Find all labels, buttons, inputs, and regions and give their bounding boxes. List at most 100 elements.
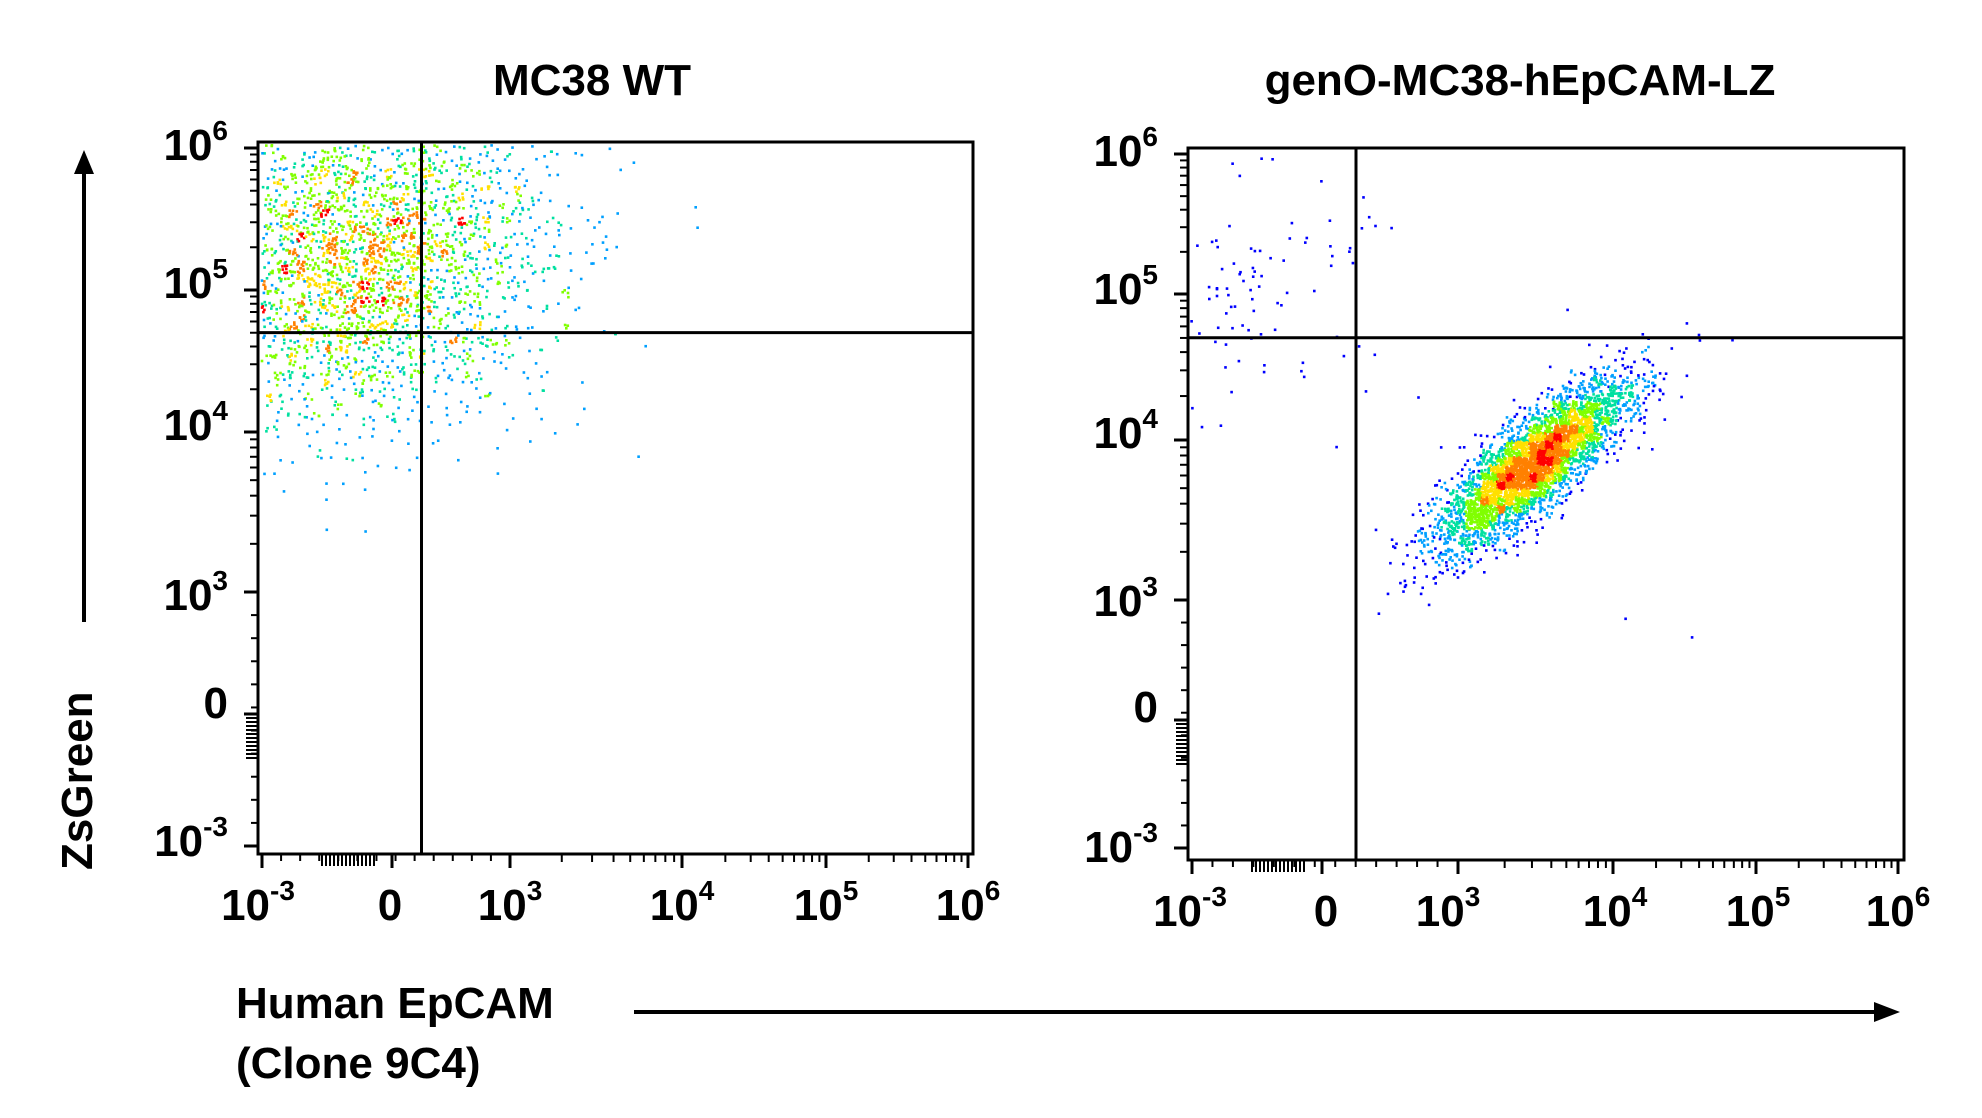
- event-point: [329, 328, 333, 332]
- event-point: [308, 191, 311, 195]
- event-point: [1484, 537, 1488, 540]
- event-point: [440, 317, 443, 321]
- event-point: [335, 155, 339, 159]
- event-point: [335, 193, 338, 196]
- event-point: [1498, 502, 1501, 506]
- event-point: [303, 346, 306, 350]
- event-point: [486, 277, 490, 281]
- event-point: [361, 382, 365, 385]
- event-point: [269, 271, 273, 274]
- event-point: [1569, 490, 1573, 494]
- event-point: [1568, 380, 1571, 384]
- event-point: [306, 231, 309, 234]
- event-point: [356, 157, 359, 160]
- event-point: [1438, 519, 1441, 522]
- event-point: [385, 199, 389, 202]
- event-point: [1576, 407, 1580, 411]
- event-point: [326, 158, 330, 162]
- event-point: [519, 212, 522, 216]
- event-point: [1610, 445, 1613, 448]
- event-point: [293, 162, 297, 165]
- event-point: [288, 213, 292, 217]
- event-point: [328, 251, 332, 255]
- event-point: [1438, 479, 1441, 482]
- event-point: [331, 223, 334, 226]
- event-point: [379, 277, 382, 281]
- event-point: [409, 302, 413, 306]
- event-point: [263, 225, 267, 228]
- event-point: [263, 308, 266, 312]
- event-point: [526, 376, 530, 380]
- event-point: [1614, 369, 1617, 372]
- event-point: [340, 247, 343, 250]
- event-point: [1562, 447, 1565, 451]
- event-point: [1611, 418, 1615, 422]
- event-point: [391, 359, 394, 363]
- event-point: [1424, 531, 1427, 535]
- event-point: [364, 269, 367, 273]
- event-point: [1418, 529, 1422, 532]
- event-point: [310, 326, 313, 329]
- event-point: [1462, 482, 1466, 486]
- event-point: [1582, 373, 1586, 376]
- event-point: [390, 174, 393, 178]
- event-point: [288, 249, 292, 253]
- event-point: [446, 349, 449, 352]
- event-point: [1453, 573, 1456, 576]
- event-point: [268, 395, 272, 398]
- event-point: [444, 201, 447, 204]
- event-point: [383, 240, 386, 244]
- event-point: [282, 490, 286, 493]
- event-point: [357, 322, 360, 325]
- event-point: [1449, 509, 1453, 513]
- event-point: [503, 158, 507, 161]
- event-point: [1500, 466, 1503, 469]
- event-point: [439, 149, 442, 153]
- event-point: [393, 202, 396, 205]
- event-point: [391, 298, 395, 302]
- event-point: [385, 332, 389, 336]
- event-point: [268, 316, 271, 320]
- event-point: [385, 300, 388, 303]
- event-point: [391, 208, 395, 211]
- event-point: [361, 281, 365, 285]
- event-point: [330, 246, 333, 249]
- event-point: [378, 247, 381, 250]
- event-point: [1533, 492, 1537, 495]
- event-point: [1580, 457, 1583, 460]
- event-point: [1535, 480, 1539, 484]
- event-point: [330, 396, 334, 399]
- event-point: [272, 339, 275, 342]
- event-point: [1573, 468, 1577, 471]
- event-point: [1548, 365, 1552, 369]
- event-point: [1604, 431, 1608, 434]
- event-point: [360, 278, 364, 281]
- event-point: [514, 325, 518, 328]
- event-point: [272, 205, 276, 208]
- event-point: [418, 148, 421, 152]
- event-point: [1474, 508, 1478, 512]
- event-point: [288, 384, 291, 387]
- event-point: [1583, 445, 1587, 448]
- event-point: [395, 259, 398, 263]
- event-point: [411, 387, 414, 391]
- event-point: [379, 287, 383, 290]
- event-point: [396, 158, 399, 161]
- event-point: [504, 236, 508, 239]
- event-point: [433, 240, 437, 243]
- event-point: [304, 255, 307, 258]
- event-point: [260, 279, 264, 282]
- event-point: [469, 313, 472, 316]
- event-point: [548, 199, 552, 203]
- quadrant-gate-mc38-wt: [258, 142, 973, 854]
- event-point: [378, 254, 382, 257]
- event-point: [1476, 533, 1480, 537]
- event-point: [344, 311, 347, 315]
- event-point: [346, 345, 349, 348]
- event-point: [461, 192, 464, 196]
- event-point: [353, 197, 357, 201]
- event-point: [343, 155, 347, 158]
- event-point: [460, 157, 463, 161]
- event-point: [509, 235, 513, 239]
- event-point: [345, 328, 349, 331]
